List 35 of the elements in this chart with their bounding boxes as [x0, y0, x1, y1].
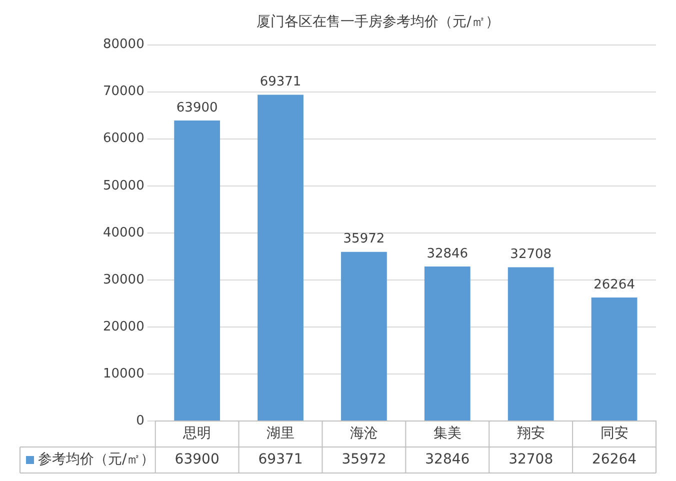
- data-label: 32846: [425, 452, 470, 468]
- data-label: 63900: [174, 452, 220, 468]
- annotation: 32846: [426, 246, 468, 262]
- x-tick-label: 湖里: [266, 426, 295, 442]
- y-tick-label: 0: [136, 413, 144, 428]
- annotation: 32708: [510, 247, 552, 262]
- annotation: 26264: [594, 277, 635, 292]
- x-tick-label: 翔安: [516, 426, 545, 442]
- x-tick-label: 思明: [182, 426, 212, 442]
- legend-label: 参考均价（元/㎡）: [38, 452, 155, 468]
- data-label: 35972: [342, 452, 386, 468]
- annotation: 35972: [343, 232, 385, 247]
- annotation: 63900: [176, 100, 218, 116]
- data-label: 26264: [592, 452, 637, 468]
- y-tick-label: 10000: [102, 366, 144, 382]
- data-label: 69371: [258, 452, 303, 468]
- chart-title: 厦门各区在售一手房参考均价（元/㎡）: [256, 14, 500, 30]
- bar: [591, 297, 638, 420]
- bar: [174, 120, 220, 420]
- y-tick-label: 60000: [102, 131, 144, 146]
- y-tick-label: 70000: [102, 84, 144, 100]
- x-tick-label: 海沧: [350, 426, 378, 442]
- bar: [341, 252, 387, 420]
- bar: [424, 266, 470, 420]
- x-tick-label: 同安: [600, 426, 628, 442]
- y-tick-label: 80000: [102, 37, 144, 52]
- y-tick-label: 40000: [102, 225, 144, 240]
- x-tick-label: 集美: [433, 426, 462, 442]
- bar: [258, 94, 304, 420]
- annotation: 69371: [260, 74, 302, 90]
- data-label: 32708: [508, 452, 554, 468]
- y-tick-label: 50000: [102, 178, 144, 194]
- y-tick-label: 20000: [102, 319, 144, 334]
- bar: [508, 267, 554, 420]
- y-tick-label: 30000: [102, 272, 144, 288]
